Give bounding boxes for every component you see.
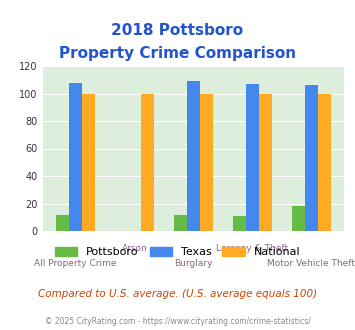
Bar [259, 93, 272, 231]
Bar [305, 85, 318, 231]
Bar [233, 216, 246, 231]
Bar [174, 214, 187, 231]
Bar [141, 93, 154, 231]
Bar [69, 82, 82, 231]
Bar [187, 81, 200, 231]
Text: Burglary: Burglary [174, 259, 213, 268]
Legend: Pottsboro, Texas, National: Pottsboro, Texas, National [50, 242, 305, 262]
Bar [82, 93, 95, 231]
Text: Larceny & Theft: Larceny & Theft [216, 244, 288, 253]
Text: All Property Crime: All Property Crime [34, 259, 117, 268]
Bar [56, 214, 69, 231]
Bar [200, 93, 213, 231]
Text: Arson: Arson [122, 244, 147, 253]
Text: Compared to U.S. average. (U.S. average equals 100): Compared to U.S. average. (U.S. average … [38, 289, 317, 299]
Text: 2018 Pottsboro: 2018 Pottsboro [111, 23, 244, 38]
Bar [318, 93, 331, 231]
Text: Motor Vehicle Theft: Motor Vehicle Theft [267, 259, 355, 268]
Text: © 2025 CityRating.com - https://www.cityrating.com/crime-statistics/: © 2025 CityRating.com - https://www.city… [45, 317, 310, 326]
Bar [292, 206, 305, 231]
Text: Property Crime Comparison: Property Crime Comparison [59, 46, 296, 61]
Bar [246, 84, 259, 231]
